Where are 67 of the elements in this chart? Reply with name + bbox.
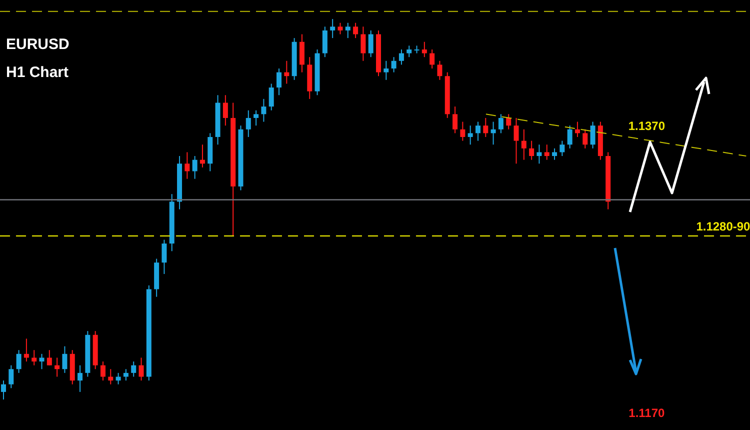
candlestick: [222, 94, 228, 126]
candlestick: [452, 106, 458, 134]
candlestick: [414, 45, 420, 54]
candlestick: [299, 34, 304, 73]
candlestick: [360, 26, 366, 62]
candlestick: [1, 380, 6, 400]
candlestick: [430, 48, 435, 69]
candlestick: [131, 361, 136, 378]
candlestick: [338, 22, 343, 35]
annotation: 1.1280-90: [696, 220, 750, 234]
candlestick: [268, 83, 274, 111]
candlestick: [582, 128, 588, 149]
candlestick: [322, 26, 328, 58]
candlestick: [529, 140, 534, 160]
candlestick: [100, 361, 106, 382]
candlestick: [261, 98, 266, 122]
candlestick: [353, 22, 358, 39]
candlestick: [254, 110, 259, 126]
candlestick: [39, 353, 44, 370]
candlestick: [483, 117, 488, 138]
text: EURUSD: [6, 36, 70, 53]
candlestick: [521, 128, 526, 160]
candlestick: [468, 125, 473, 146]
candlestick: [32, 350, 37, 366]
text: 1.1170: [628, 406, 666, 420]
candlestick: [284, 60, 290, 84]
candlestick: [200, 144, 205, 168]
candlestick: [16, 350, 22, 374]
candlestick: [123, 368, 128, 382]
candlestick: [391, 56, 396, 73]
candlestick: [116, 372, 121, 385]
candlestick: [54, 357, 60, 378]
candlestick: [162, 239, 167, 274]
candlestick: [78, 364, 83, 392]
candlestick: [8, 364, 14, 389]
candlestick: [506, 114, 512, 130]
candlestick: [514, 117, 519, 164]
candlestick: [574, 121, 580, 138]
candlestick: [384, 60, 389, 80]
candlestick: [560, 140, 565, 157]
text: H1 Chart: [6, 64, 69, 81]
candlestick: [437, 60, 442, 80]
candlestick: [490, 121, 496, 146]
candlestick: [475, 121, 480, 142]
candlestick: [46, 350, 52, 366]
candlestick: [552, 148, 558, 160]
candlestick: [398, 48, 404, 66]
candlestick: [184, 152, 190, 180]
candlestick: [460, 121, 466, 142]
candlestick: [246, 110, 251, 138]
annotation: 1.1370: [628, 118, 666, 133]
candlestick: [24, 338, 29, 362]
candlestick: [422, 41, 427, 58]
candlestick: [590, 121, 596, 149]
candlestick: [276, 68, 282, 96]
candlestick: [498, 114, 504, 134]
candlestick: [345, 22, 350, 39]
candlestick: [368, 30, 374, 58]
candlestick: [544, 144, 550, 160]
candlestick: [108, 368, 114, 385]
candlestick: [330, 18, 336, 39]
candlestick: [138, 357, 144, 382]
candlestick: [567, 125, 572, 149]
candlestick: [406, 45, 412, 58]
candlestick: [536, 144, 542, 164]
candlestick: [192, 156, 198, 180]
candlestick: [62, 346, 68, 374]
